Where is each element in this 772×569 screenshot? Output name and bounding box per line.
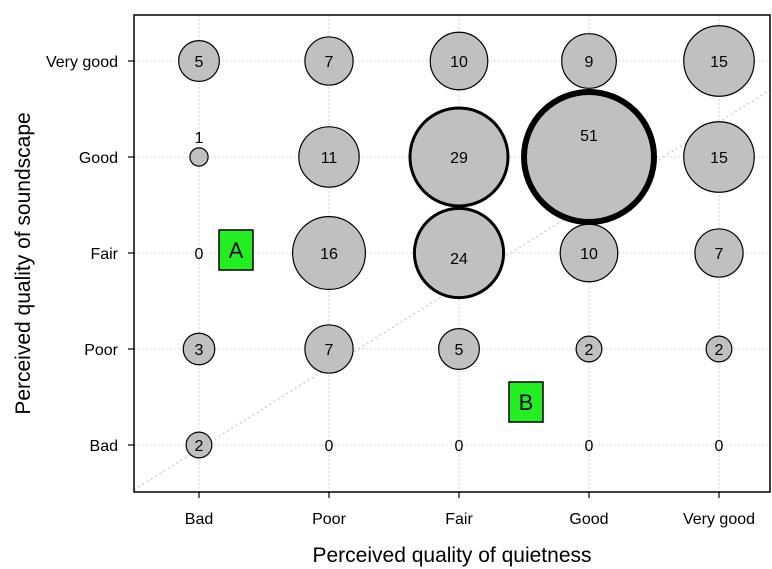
bubble	[189, 147, 209, 167]
bubble-count-label: 9	[585, 54, 594, 71]
y-axis-label: Perceived quality of soundscape	[12, 112, 35, 414]
axis-ticks: Bad Poor Fair Good Very good Bad Poor Fair Good V…	[46, 54, 755, 528]
annotation-box	[508, 381, 544, 423]
bubble-count-label: 5	[455, 342, 464, 359]
bubble	[694, 228, 744, 278]
annotations: AB	[218, 229, 544, 423]
bubble-count-label: 2	[195, 438, 204, 455]
bubble	[304, 324, 354, 374]
y-tick-label: Fair	[90, 246, 118, 263]
bubble-count-label: 0	[195, 246, 204, 263]
bubble-count-label: 7	[325, 342, 334, 359]
bubble-count-label: 0	[455, 438, 464, 455]
annotation-label: B	[519, 390, 534, 415]
bubble	[298, 126, 360, 188]
bubble-count-label: 11	[321, 150, 338, 167]
bubble	[683, 25, 755, 97]
bubble-count-label: 15	[710, 54, 728, 71]
bubble-count-label: 16	[320, 246, 338, 263]
x-tick-label: Fair	[445, 511, 473, 528]
bubble-count-label: 0	[325, 438, 334, 455]
bubble-count-label: 2	[585, 342, 594, 359]
bubble-count-label: 24	[450, 251, 468, 268]
bubble	[412, 206, 506, 300]
bubble-count-label: 7	[715, 246, 724, 263]
bubble	[182, 332, 216, 366]
x-axis-label: Perceived quality of quietness	[313, 544, 592, 567]
annotation-label: A	[229, 238, 244, 263]
bubble-count-label: 10	[580, 246, 598, 263]
bubble-count-label: 51	[580, 128, 598, 145]
bubble-count-label: 1	[195, 130, 204, 147]
bubble	[575, 335, 603, 363]
bubble	[429, 31, 489, 91]
bubble	[683, 121, 755, 193]
bubble	[559, 223, 619, 283]
bubble-count-label: 15	[710, 150, 728, 167]
y-tick-label: Bad	[90, 438, 118, 455]
bubble-count-label: 0	[715, 438, 724, 455]
bubble	[304, 36, 354, 86]
x-tick-label: Good	[569, 511, 608, 528]
annotation-box	[218, 229, 254, 271]
bubble	[408, 106, 510, 208]
y-tick-label: Poor	[84, 342, 118, 359]
bubble-count-label: 0	[585, 438, 594, 455]
x-tick-label: Poor	[312, 511, 346, 528]
bubble	[705, 335, 733, 363]
x-tick-label: Bad	[185, 511, 213, 528]
bubble	[521, 89, 657, 225]
bubble	[438, 328, 480, 370]
bubble	[561, 33, 617, 89]
bubble-count-label: 10	[450, 54, 468, 71]
bubble	[291, 215, 367, 291]
bubble-count-label: 5	[195, 54, 204, 71]
y-tick-label: Very good	[46, 54, 118, 71]
bubble-count-label: 3	[195, 342, 204, 359]
y-tick-label: Good	[79, 150, 118, 167]
bubble	[185, 431, 213, 459]
bubble-count-label: 29	[450, 150, 468, 167]
bubble-count-label: 7	[325, 54, 334, 71]
x-tick-label: Very good	[683, 511, 755, 528]
bubble	[178, 40, 220, 82]
bubble-count-label: 2	[715, 342, 724, 359]
